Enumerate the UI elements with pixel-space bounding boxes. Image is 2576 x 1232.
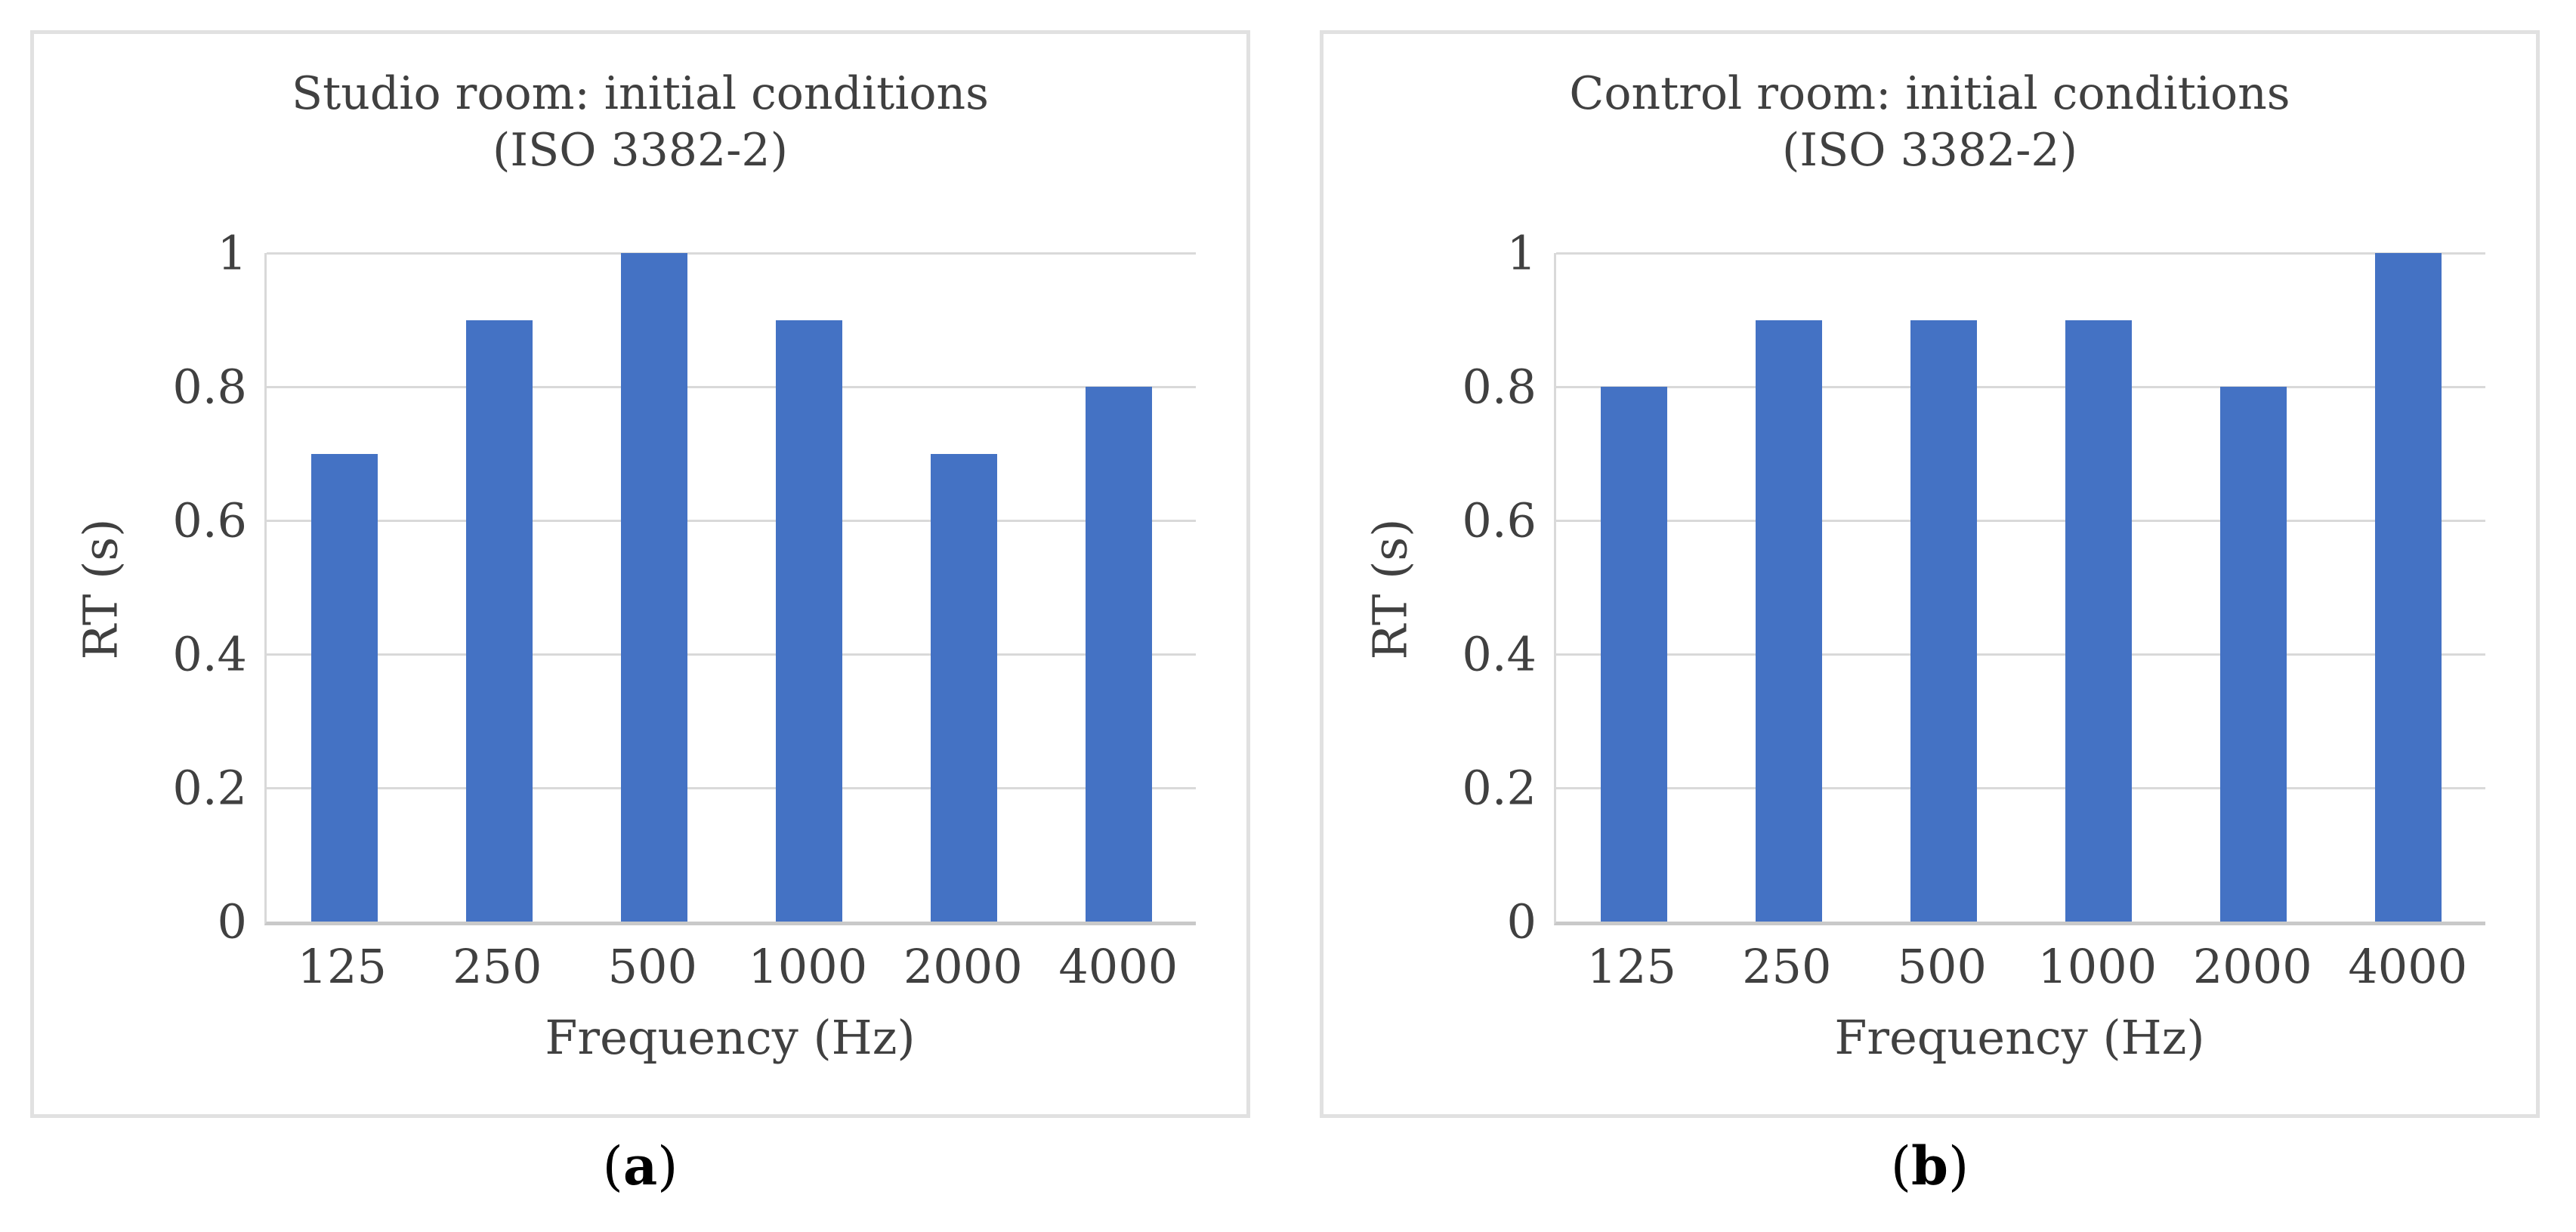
chart-title-line2: (ISO 3382-2)	[492, 124, 789, 177]
chart-title-line1: Control room: initial conditions	[1569, 67, 2290, 120]
bar-2000hz	[930, 453, 997, 922]
x-tick-label: 2000	[2192, 939, 2312, 994]
bar-125hz	[1600, 387, 1667, 922]
y-tick-label: 1	[217, 225, 247, 281]
x-tick-label: 4000	[1058, 939, 1178, 994]
y-tick-label: 0.8	[1462, 359, 1537, 415]
y-tick-label: 0.6	[1462, 492, 1537, 548]
bar-500hz	[1910, 320, 1977, 922]
gridline	[267, 787, 1196, 789]
bar-4000hz	[1085, 387, 1152, 922]
chart-panel-control-room: Control room: initial conditions (ISO 33…	[1320, 30, 2540, 1118]
subfigure-caption-b: (b)	[1320, 1135, 2540, 1197]
x-tick-label: 1000	[2037, 939, 2157, 994]
bar-250hz	[465, 320, 533, 922]
x-tick-label: 125	[1586, 939, 1676, 994]
chart-title-line1: Studio room: initial conditions	[292, 67, 989, 120]
x-tick-label: 4000	[2348, 939, 2468, 994]
bar-1000hz	[2065, 320, 2132, 922]
y-tick-label: 0.8	[172, 359, 247, 415]
bar-250hz	[1755, 320, 1822, 922]
bar-500hz	[620, 253, 687, 922]
caption-paren-close: )	[1947, 1135, 1969, 1197]
gridline	[1556, 787, 2485, 789]
x-axis-ticks: 125 250 500 1000 2000 4000	[264, 939, 1196, 999]
gridline	[267, 520, 1196, 522]
y-tick-label: 0.2	[172, 760, 247, 816]
caption-paren-open: (	[1890, 1135, 1912, 1197]
x-tick-label: 250	[1742, 939, 1832, 994]
caption-paren-close: )	[657, 1135, 678, 1197]
x-axis-ticks: 125 250 500 1000 2000 4000	[1554, 939, 2485, 999]
plot-area	[264, 252, 1196, 925]
gridline	[1556, 386, 2485, 388]
y-axis-ticks: 0 0.2 0.4 0.6 0.8 1	[1324, 226, 1537, 949]
x-tick-label: 250	[452, 939, 542, 994]
caption-paren-open: (	[602, 1135, 623, 1197]
bar-125hz	[310, 453, 378, 922]
chart-title-line2: (ISO 3382-2)	[1781, 124, 2078, 177]
chart-title: Control room: initial conditions (ISO 33…	[1324, 66, 2536, 179]
subfigure-caption-a: (a)	[30, 1135, 1250, 1197]
y-tick-label: 0.6	[172, 492, 247, 548]
x-axis-title: Frequency (Hz)	[1834, 1010, 2205, 1065]
gridline	[1556, 520, 2485, 522]
gridline	[267, 653, 1196, 656]
y-tick-label: 0.4	[172, 626, 247, 682]
gridline	[1556, 653, 2485, 656]
x-axis-title: Frequency (Hz)	[545, 1010, 916, 1065]
plot-area	[1554, 252, 2485, 925]
y-tick-label: 0.2	[1462, 760, 1537, 816]
y-tick-label: 0	[217, 894, 247, 949]
caption-letter: a	[622, 1135, 658, 1197]
x-tick-label: 2000	[903, 939, 1023, 994]
y-tick-label: 0.4	[1462, 626, 1537, 682]
y-axis-ticks: 0 0.2 0.4 0.6 0.8 1	[34, 226, 247, 949]
x-tick-label: 500	[607, 939, 697, 994]
gridline	[1556, 252, 2485, 255]
caption-letter: b	[1911, 1135, 1948, 1197]
bar-2000hz	[2219, 387, 2287, 922]
chart-title: Studio room: initial conditions (ISO 338…	[34, 66, 1246, 179]
chart-panel-studio-room: Studio room: initial conditions (ISO 338…	[30, 30, 1250, 1118]
bar-4000hz	[2374, 253, 2442, 922]
y-tick-label: 0	[1506, 894, 1537, 949]
gridline	[267, 386, 1196, 388]
gridline	[267, 252, 1196, 255]
bar-1000hz	[775, 320, 842, 922]
x-tick-label: 500	[1897, 939, 1987, 994]
x-tick-label: 1000	[748, 939, 868, 994]
x-tick-label: 125	[297, 939, 387, 994]
y-tick-label: 1	[1506, 225, 1537, 281]
